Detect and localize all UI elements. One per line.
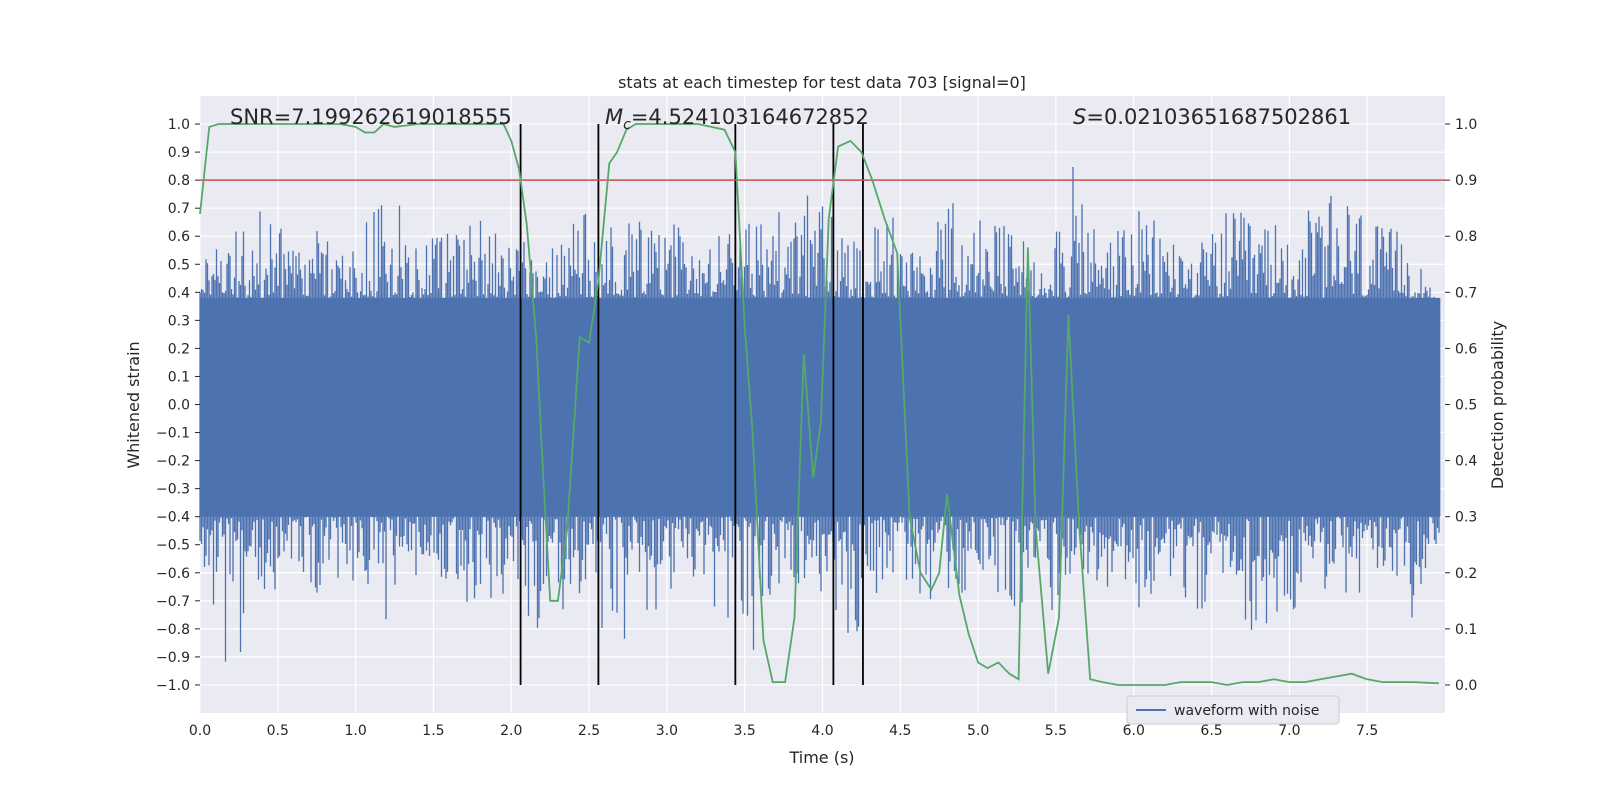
x-tick-label-10: 5.0 [967, 723, 989, 739]
y-left-tick-label-3: −0.7 [156, 594, 190, 610]
y-axis-right-label: Detection probability [1488, 321, 1507, 489]
y-right-tick-label-8: 0.8 [1455, 229, 1477, 245]
y-right-tick-label-10: 1.0 [1455, 117, 1477, 133]
y-right-tick-label-1: 0.1 [1455, 622, 1477, 638]
y-right-tick-label-7: 0.7 [1455, 285, 1477, 301]
y-left-tick-label-14: 0.4 [168, 285, 190, 301]
x-tick-label-12: 6.0 [1123, 723, 1145, 739]
chirp-mass-symbol: M [605, 105, 623, 129]
chirp-mass-annotation: Mc=4.524103164672852 [605, 105, 869, 133]
y-axis-right-ticks: 0.0 0.1 0.2 0.3 0.4 0.5 0.6 0.7 0.8 0.9 1.0 [1445, 117, 1477, 694]
s-symbol: S [1073, 105, 1086, 129]
y-left-tick-label-7: −0.3 [156, 482, 190, 498]
vertical-markers [519, 124, 864, 685]
x-tick-label-2: 1.0 [344, 723, 366, 739]
y-left-tick-label-17: 0.7 [168, 201, 190, 217]
x-tick-label-15: 7.5 [1356, 723, 1378, 739]
y-left-tick-label-19: 0.9 [168, 145, 190, 161]
waveform-series [199, 167, 1441, 662]
x-tick-label-1: 0.5 [267, 723, 289, 739]
y-left-tick-label-9: −0.1 [156, 426, 190, 442]
x-tick-label-4: 2.0 [500, 723, 522, 739]
y-right-tick-label-4: 0.4 [1455, 454, 1477, 470]
y-right-tick-label-0: 0.0 [1455, 678, 1477, 694]
y-left-tick-label-2: −0.8 [156, 622, 190, 638]
y-right-tick-label-3: 0.3 [1455, 510, 1477, 526]
y-left-tick-label-5: −0.5 [156, 538, 190, 554]
y-left-tick-label-12: 0.2 [168, 341, 190, 357]
y-right-tick-label-9: 0.9 [1455, 173, 1477, 189]
y-left-tick-label-6: −0.4 [156, 510, 190, 526]
x-tick-label-6: 3.0 [656, 723, 678, 739]
y-left-tick-label-0: −1.0 [156, 678, 190, 694]
y-left-tick-label-15: 0.5 [168, 257, 190, 273]
probability-line [199, 123, 1439, 686]
x-tick-label-8: 4.0 [811, 723, 833, 739]
legend: waveform with noise [1126, 695, 1340, 725]
x-axis-ticks: 0.0 0.5 1.0 1.5 2.0 2.5 3.0 3.5 4.0 4.5 5.0 5.5 6.0 6… [189, 723, 1378, 739]
probability-series [199, 123, 1439, 686]
y-left-tick-label-18: 0.8 [168, 173, 190, 189]
y-axis-left-ticks: −1.0 −0.9 −0.8 −0.7 −0.6 −0.5 −0.4 −0.3 −0.2 −0.1… [156, 117, 200, 694]
s-annotation: S=0.02103651687502861 [1073, 105, 1351, 129]
y-left-tick-label-4: −0.6 [156, 566, 190, 582]
y-left-tick-label-10: 0.0 [168, 398, 190, 414]
y-left-tick-label-1: −0.9 [156, 650, 190, 666]
chirp-mass-value: =4.524103164672852 [631, 105, 869, 129]
x-tick-label-7: 3.5 [734, 723, 756, 739]
y-right-tick-label-2: 0.2 [1455, 566, 1477, 582]
x-tick-label-5: 2.5 [578, 723, 600, 739]
y-axis-left-label: Whitened strain [124, 341, 143, 468]
y-left-tick-label-11: 0.1 [168, 369, 190, 385]
y-right-tick-label-6: 0.6 [1455, 341, 1477, 357]
chirp-mass-subscript: c [623, 117, 631, 133]
legend-label-waveform: waveform with noise [1174, 703, 1319, 719]
x-axis-label: Time (s) [788, 748, 854, 767]
y-left-tick-label-8: −0.2 [156, 454, 190, 470]
x-tick-label-0: 0.0 [189, 723, 211, 739]
x-tick-label-9: 4.5 [889, 723, 911, 739]
s-value: =0.02103651687502861 [1086, 105, 1351, 129]
chart-title: stats at each timestep for test data 703… [618, 73, 1026, 92]
legend-box [1126, 695, 1340, 725]
y-left-tick-label-13: 0.3 [168, 313, 190, 329]
x-tick-label-13: 6.5 [1200, 723, 1222, 739]
y-right-tick-label-5: 0.5 [1455, 398, 1477, 414]
x-tick-label-14: 7.0 [1278, 723, 1300, 739]
x-tick-label-3: 1.5 [422, 723, 444, 739]
snr-annotation: SNR=7.199262619018555 [230, 105, 512, 129]
y-left-tick-label-16: 0.6 [168, 229, 190, 245]
x-tick-label-11: 5.5 [1045, 723, 1067, 739]
y-left-tick-label-20: 1.0 [168, 117, 190, 133]
